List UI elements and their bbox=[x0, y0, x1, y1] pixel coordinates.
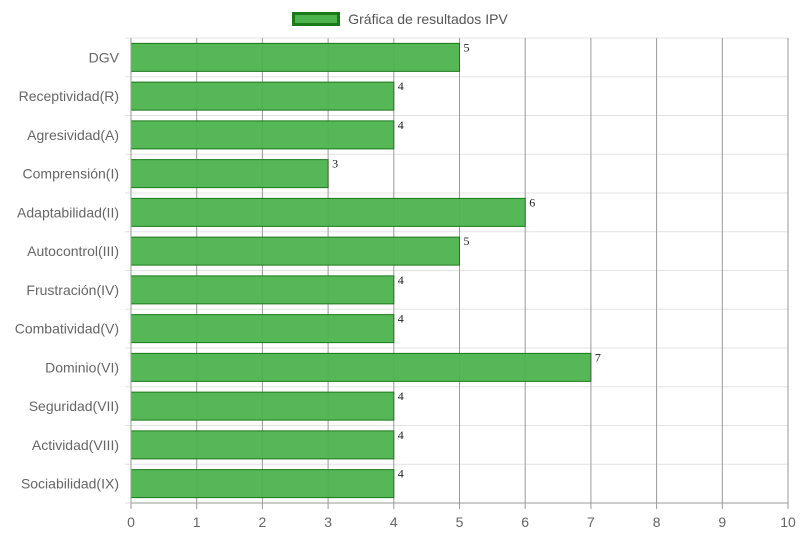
category-label: Seguridad(VII) bbox=[29, 398, 119, 414]
bar bbox=[130, 391, 395, 421]
bar bbox=[130, 352, 592, 382]
data-label: 4 bbox=[398, 467, 404, 481]
category-label: DGV bbox=[89, 49, 120, 65]
category-label: Adaptabilidad(II) bbox=[17, 204, 119, 220]
data-label: 3 bbox=[332, 157, 338, 171]
bar bbox=[130, 81, 395, 111]
bar bbox=[130, 236, 460, 266]
x-tick-label: 9 bbox=[718, 514, 726, 530]
x-tick-label: 0 bbox=[127, 514, 135, 530]
category-label: Combatividad(V) bbox=[15, 321, 119, 337]
category-label: Dominio(VI) bbox=[45, 359, 119, 375]
category-label: Sociabilidad(IX) bbox=[21, 476, 119, 492]
legend[interactable]: Gráfica de resultados IPV bbox=[0, 9, 800, 29]
bar bbox=[130, 469, 395, 499]
category-label: Frustración(IV) bbox=[26, 282, 119, 298]
data-label: 6 bbox=[529, 195, 535, 209]
x-tick-label: 4 bbox=[390, 514, 398, 530]
data-label: 4 bbox=[398, 118, 404, 132]
data-label: 4 bbox=[398, 389, 404, 403]
legend-swatch bbox=[292, 12, 341, 26]
x-tick-label: 7 bbox=[587, 514, 595, 530]
data-label: 5 bbox=[464, 40, 470, 54]
bar bbox=[130, 159, 329, 189]
data-label: 5 bbox=[464, 234, 470, 248]
x-tick-label: 1 bbox=[193, 514, 201, 530]
legend-label: Gráfica de resultados IPV bbox=[348, 11, 508, 27]
bar bbox=[130, 314, 395, 344]
category-label: Comprensión(I) bbox=[23, 166, 119, 182]
bar bbox=[130, 430, 395, 460]
x-tick-label: 8 bbox=[653, 514, 661, 530]
data-label: 4 bbox=[398, 79, 404, 93]
x-tick-label: 6 bbox=[521, 514, 529, 530]
x-tick-label: 3 bbox=[324, 514, 332, 530]
category-label: Agresividad(A) bbox=[27, 127, 119, 143]
data-label: 7 bbox=[595, 350, 601, 364]
bar bbox=[130, 120, 395, 150]
x-tick-label: 5 bbox=[456, 514, 464, 530]
data-label: 4 bbox=[398, 273, 404, 287]
bar bbox=[130, 275, 395, 305]
category-label: Actividad(VIII) bbox=[32, 437, 119, 453]
bar bbox=[130, 197, 526, 227]
category-label: Receptividad(R) bbox=[19, 88, 119, 104]
x-tick-label: 2 bbox=[259, 514, 267, 530]
data-label: 4 bbox=[398, 312, 404, 326]
x-tick-label: 10 bbox=[780, 514, 796, 530]
bar bbox=[130, 42, 460, 72]
category-label: Autocontrol(III) bbox=[27, 243, 119, 259]
data-label: 4 bbox=[398, 428, 404, 442]
